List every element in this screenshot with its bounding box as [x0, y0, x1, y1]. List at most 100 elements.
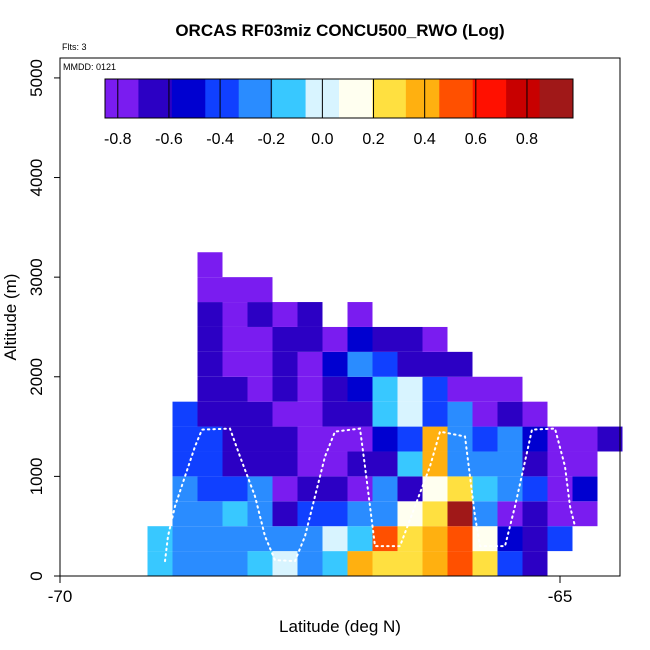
heatmap-cell	[472, 376, 498, 402]
heatmap-cell	[472, 501, 498, 527]
date-label: MMDD: 0121	[63, 62, 116, 72]
heatmap-cell	[247, 476, 273, 502]
heatmap-cell	[272, 526, 298, 552]
heatmap-cell	[247, 501, 273, 527]
heatmap-cell	[522, 451, 548, 477]
heatmap-cell	[522, 426, 548, 452]
heatmap-cell	[272, 376, 298, 402]
heatmap-cell	[347, 351, 373, 377]
heatmap-cell	[147, 526, 173, 552]
heatmap-cell	[497, 401, 523, 427]
heatmap-cell	[422, 401, 448, 427]
plot-frame	[59, 57, 621, 577]
heatmap-cell	[522, 401, 548, 427]
heatmap-cell	[522, 501, 548, 527]
heatmap-cell	[447, 526, 473, 552]
heatmap-cell	[472, 476, 498, 502]
heatmap-cell	[497, 451, 523, 477]
heatmap-cell	[247, 451, 273, 477]
colorbar-tick-label: -0.2	[257, 131, 285, 148]
heatmap-cell	[497, 551, 523, 576]
x-tick-label: -70	[48, 587, 73, 606]
heatmap-cell	[247, 526, 273, 552]
colorbar-swatch	[405, 79, 440, 118]
heatmap-cell	[322, 501, 348, 527]
colorbar-tick-label: 0.4	[414, 131, 436, 148]
heatmap-cell	[422, 501, 448, 527]
colorbar-tick-label: 0.2	[362, 131, 384, 148]
heatmap-cell	[347, 426, 373, 452]
heatmap-cell	[372, 426, 398, 452]
heatmap-cell	[247, 401, 273, 427]
heatmap-cell	[297, 351, 323, 377]
heatmap-cell	[197, 302, 223, 327]
heatmap-cell	[372, 401, 398, 427]
heatmap-cell	[472, 426, 498, 452]
heatmap-cell	[297, 376, 323, 402]
heatmap-cell	[372, 376, 398, 402]
heatmap-cell	[572, 476, 598, 502]
heatmap-cell	[172, 526, 198, 552]
heatmap-cell	[372, 526, 398, 552]
heatmap-cell	[472, 451, 498, 477]
heatmap-cell	[247, 326, 273, 352]
heatmap-cell	[572, 451, 598, 477]
heatmap-cell	[197, 551, 223, 576]
heatmap-cell	[147, 551, 173, 576]
heatmap-cell	[197, 252, 223, 278]
heatmap-cell	[222, 376, 248, 402]
heatmap-cell	[497, 426, 523, 452]
heatmap-cells	[147, 252, 623, 576]
colorbar-tick-label: 0.0	[311, 131, 333, 148]
x-axis-label: Latitude (deg N)	[279, 617, 401, 636]
heatmap-cell	[172, 401, 198, 427]
heatmap-cell	[397, 476, 423, 502]
colorbar-tick-label: -0.4	[206, 131, 234, 148]
heatmap-cell	[497, 501, 523, 527]
heatmap-cell	[347, 501, 373, 527]
heatmap-cell	[547, 451, 573, 477]
heatmap-cell	[447, 551, 473, 576]
y-axis-label: Altitude (m)	[1, 274, 20, 361]
heatmap-cell	[522, 476, 548, 502]
heatmap-cell	[197, 476, 223, 502]
heatmap-cell	[197, 451, 223, 477]
heatmap-cell	[397, 501, 423, 527]
heatmap-cell	[347, 401, 373, 427]
heatmap-cell	[197, 376, 223, 402]
x-tick-label: -65	[548, 587, 573, 606]
heatmap-cell	[322, 376, 348, 402]
heatmap-cell	[247, 376, 273, 402]
heatmap-cell	[597, 426, 623, 452]
heatmap-cell	[222, 326, 248, 352]
heatmap-cell	[472, 526, 498, 552]
heatmap-cell	[397, 376, 423, 402]
heatmap-cell	[422, 326, 448, 352]
colorbar-swatch	[171, 79, 206, 118]
heatmap-cell	[272, 351, 298, 377]
heatmap-cell	[497, 526, 523, 552]
heatmap-cell	[347, 451, 373, 477]
heatmap-cell	[272, 302, 298, 327]
heatmap-cell	[447, 476, 473, 502]
y-tick-label: 5000	[27, 59, 46, 97]
heatmap-cell	[297, 326, 323, 352]
y-axis: 0 1000 2000 3000 4000 5000	[27, 59, 60, 581]
heatmap-cell	[372, 326, 398, 352]
heatmap-cell	[372, 351, 398, 377]
heatmap-cell	[247, 551, 273, 576]
heatmap-cell	[422, 451, 448, 477]
heatmap-cell	[347, 376, 373, 402]
heatmap-cell	[372, 476, 398, 502]
heatmap-cell	[372, 551, 398, 576]
heatmap-cell	[397, 426, 423, 452]
heatmap-cell	[497, 376, 523, 402]
heatmap-cell	[222, 401, 248, 427]
heatmap-cell	[422, 476, 448, 502]
y-tick-label: 4000	[27, 159, 46, 197]
heatmap-cell	[197, 401, 223, 427]
heatmap-cell	[522, 551, 548, 576]
heatmap-cell	[397, 401, 423, 427]
heatmap-cell	[222, 351, 248, 377]
